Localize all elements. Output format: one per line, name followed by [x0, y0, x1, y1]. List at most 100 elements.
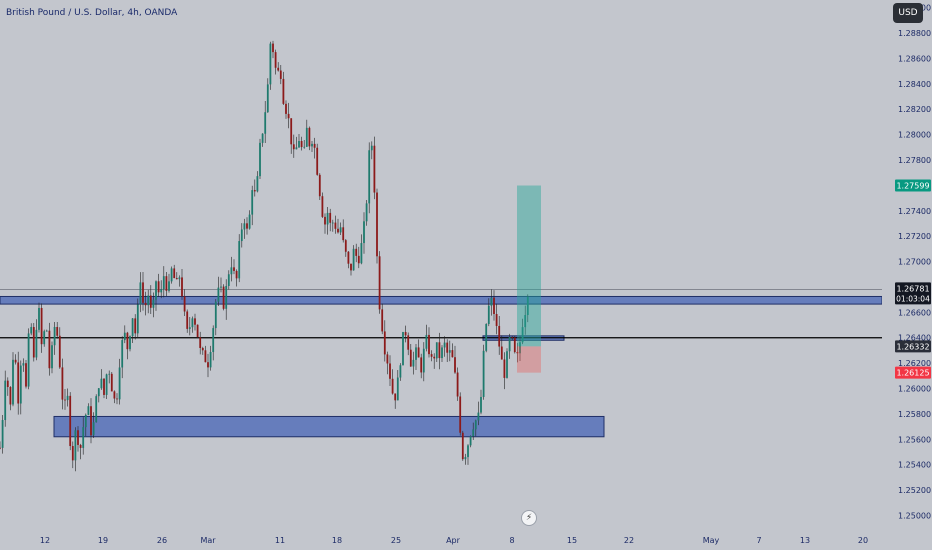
- candle-body: [300, 140, 303, 148]
- candle: [282, 71, 285, 105]
- candle-body: [321, 196, 324, 217]
- candle-body: [48, 330, 51, 369]
- time-tick-label: Apr: [446, 536, 461, 545]
- candle: [274, 49, 277, 75]
- candle-body: [121, 340, 124, 368]
- candle-body: [152, 299, 155, 308]
- time-axis[interactable]: 12 19 26 Mar 11 18 25 Apr 8 15 22 May 7 13 20: [0, 532, 882, 550]
- candle-body: [259, 142, 261, 177]
- candle: [287, 102, 290, 129]
- candle-body: [6, 380, 9, 388]
- candle-body: [308, 127, 311, 147]
- candle: [399, 363, 402, 381]
- candle-body: [350, 263, 352, 271]
- candle-body: [373, 145, 376, 193]
- candle: [100, 369, 103, 390]
- stop-loss-price-text: 1.26125: [896, 369, 929, 378]
- price-tick-label: 1.25400: [898, 461, 931, 470]
- candle-body: [266, 84, 269, 113]
- lightning-icon[interactable]: ⚡: [521, 510, 537, 526]
- candle-body: [194, 318, 196, 325]
- candle-body: [248, 214, 251, 229]
- candle: [56, 321, 59, 339]
- candle-body: [53, 326, 56, 346]
- candle-body: [126, 332, 129, 350]
- candle-body: [498, 325, 501, 347]
- stop-loss-label-bg: [895, 366, 931, 379]
- candle: [279, 64, 282, 85]
- candle-body: [355, 248, 358, 256]
- candle-body: [0, 447, 1, 449]
- candle: [422, 342, 425, 382]
- candle-body: [399, 365, 402, 378]
- candle-body: [524, 315, 527, 328]
- candle: [134, 314, 137, 340]
- candle-body: [222, 286, 225, 309]
- entry-label: 1.26332: [895, 340, 931, 353]
- candle-body: [58, 335, 61, 368]
- candle: [487, 298, 490, 327]
- candle: [87, 403, 90, 416]
- candle: [316, 143, 319, 176]
- candle-body: [269, 43, 272, 85]
- candle-body: [412, 359, 415, 367]
- candle-body: [238, 241, 241, 279]
- candle: [149, 285, 152, 315]
- price-tick-label: 1.27000: [898, 258, 931, 267]
- candle: [295, 136, 298, 150]
- symbol-title: British Pound / U.S. Dollar, 4h, OANDA: [6, 8, 178, 18]
- candle: [95, 394, 98, 423]
- candle: [79, 443, 82, 460]
- candle-body: [173, 268, 176, 279]
- candle: [459, 392, 462, 436]
- candle: [506, 348, 508, 379]
- candle: [108, 370, 111, 384]
- candle-body: [441, 347, 443, 359]
- candle-body: [459, 396, 462, 433]
- plot-area[interactable]: [0, 0, 882, 532]
- candle-body: [225, 285, 228, 309]
- candle-body: [456, 372, 459, 397]
- candle-body: [311, 143, 313, 147]
- time-tick-label: 11: [275, 536, 285, 545]
- candle-body: [378, 256, 381, 310]
- candle: [40, 303, 43, 353]
- candle-body: [22, 363, 25, 366]
- price-axis[interactable]: 1.290001.288001.286001.284001.282001.280…: [882, 0, 932, 532]
- candle: [220, 277, 222, 293]
- candle: [389, 355, 391, 387]
- price-tick-label: 1.25000: [898, 511, 931, 520]
- candle: [186, 309, 189, 333]
- candle: [131, 318, 134, 344]
- candle: [355, 243, 358, 263]
- candle: [30, 323, 33, 336]
- candle-body: [511, 337, 514, 338]
- candle-body: [467, 445, 469, 458]
- candle-body: [214, 301, 217, 329]
- candle: [238, 234, 241, 283]
- candle: [519, 336, 521, 361]
- candle-body: [92, 422, 95, 436]
- candle-body: [472, 429, 475, 437]
- candle-body: [415, 347, 417, 360]
- candle-body: [227, 274, 230, 286]
- candle-body: [360, 243, 363, 264]
- position-layer[interactable]: [517, 185, 541, 373]
- candle: [66, 388, 69, 407]
- candle: [420, 353, 423, 379]
- candle: [516, 342, 519, 363]
- candle: [285, 100, 287, 119]
- candle-body: [209, 352, 212, 368]
- candle: [147, 289, 150, 314]
- candle: [526, 294, 529, 323]
- candle: [201, 346, 204, 355]
- candle: [277, 62, 280, 72]
- candle-body: [334, 222, 337, 229]
- candle-body: [74, 430, 77, 461]
- candle: [230, 256, 233, 282]
- currency-button[interactable]: USD: [893, 3, 923, 23]
- candle: [493, 290, 495, 321]
- candle-body: [342, 227, 345, 241]
- candle: [441, 345, 443, 362]
